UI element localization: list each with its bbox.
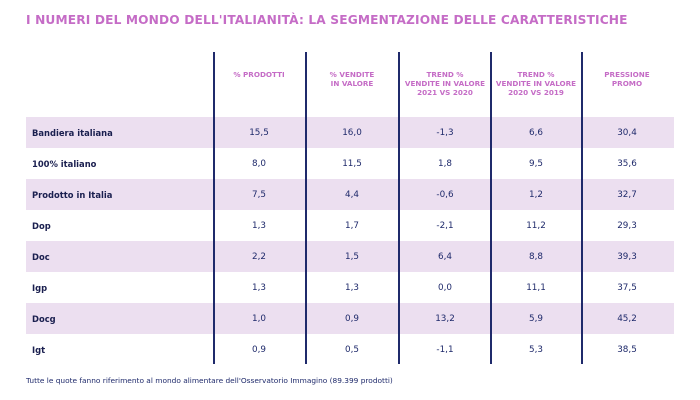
table-cell: 0,9 <box>345 313 359 324</box>
table-cell: 1,5 <box>345 251 359 262</box>
column-header-line: % PRODOTTI <box>233 70 285 79</box>
column-header: % VENDITE IN VALORE <box>308 70 396 102</box>
table-cell: 6,6 <box>529 127 543 138</box>
table-cell: 2,2 <box>252 251 266 262</box>
table-cell: 37,5 <box>617 282 637 293</box>
table-cell: 1,0 <box>252 313 266 324</box>
column-divider <box>398 52 400 364</box>
table-row <box>26 210 674 241</box>
column-header-line: PROMO <box>611 79 643 88</box>
table-cell: 29,3 <box>617 220 637 231</box>
column-header-line: % VENDITE <box>329 70 375 79</box>
table-cell: 1,8 <box>438 158 452 169</box>
table-cell: -1,3 <box>436 127 454 138</box>
table-cell: 8,0 <box>252 158 266 169</box>
table-row <box>26 272 674 303</box>
column-header-line: TREND % <box>517 70 555 79</box>
table-cell: 4,4 <box>345 189 359 200</box>
row-label: Docg <box>32 313 56 324</box>
table-cell: 0,0 <box>438 282 452 293</box>
footnote: Tutte le quote fanno riferimento al mond… <box>26 376 393 385</box>
column-header-line: VENDITE IN VALORE <box>495 79 577 88</box>
table-cell: -2,1 <box>436 220 454 231</box>
row-label: Doc <box>32 251 50 262</box>
table-row <box>26 179 674 210</box>
table-cell: 39,3 <box>617 251 637 262</box>
column-header-line: IN VALORE <box>330 79 374 88</box>
table-cell: 1,3 <box>252 282 266 293</box>
row-label: Bandiera italiana <box>32 127 113 138</box>
table-cell: 11,1 <box>526 282 546 293</box>
column-header-line: PRESSIONE <box>604 70 650 79</box>
column-divider <box>581 52 583 364</box>
table-row <box>26 303 674 334</box>
table-cell: 8,8 <box>529 251 543 262</box>
row-label: Dop <box>32 220 51 231</box>
table-cell: 11,2 <box>526 220 546 231</box>
column-header-line: TREND % <box>426 70 464 79</box>
row-label: Igt <box>32 344 46 355</box>
table-cell: 0,9 <box>252 344 266 355</box>
page-title: I NUMERI DEL MONDO DELL'ITALIANITÀ: LA S… <box>26 13 628 27</box>
column-divider <box>305 52 307 364</box>
column-header-line: 2020 VS 2019 <box>508 88 564 97</box>
table-cell: 32,7 <box>617 189 637 200</box>
table-cell: -1,1 <box>436 344 454 355</box>
table-cell: 7,5 <box>252 189 266 200</box>
table-cell: 5,3 <box>529 344 543 355</box>
table-cell: 1,3 <box>252 220 266 231</box>
table-cell: 38,5 <box>617 344 637 355</box>
column-divider <box>213 52 215 364</box>
row-label: Igp <box>32 282 48 293</box>
table-cell: 0,5 <box>345 344 359 355</box>
column-header-line: 2021 VS 2020 <box>417 88 473 97</box>
table-cell: 6,4 <box>438 251 452 262</box>
table-cell: 11,5 <box>342 158 362 169</box>
table-cell: 35,6 <box>617 158 637 169</box>
table-cell: 15,5 <box>249 127 269 138</box>
column-header: % PRODOTTI <box>215 70 303 102</box>
column-divider <box>490 52 492 364</box>
row-label: Prodotto in Italia <box>32 189 113 200</box>
column-header-line: VENDITE IN VALORE <box>404 79 486 88</box>
table-row <box>26 148 674 179</box>
column-header: TREND % VENDITE IN VALORE 2021 VS 2020 <box>401 70 489 102</box>
table-cell: -0,6 <box>436 189 454 200</box>
table-row <box>26 117 674 148</box>
table-cell: 13,2 <box>435 313 455 324</box>
table-row <box>26 241 674 272</box>
table-cell: 30,4 <box>617 127 637 138</box>
column-header: PRESSIONE PROMO <box>583 70 671 102</box>
table-cell: 1,7 <box>345 220 359 231</box>
table-cell: 1,2 <box>529 189 543 200</box>
column-header: TREND % VENDITE IN VALORE 2020 VS 2019 <box>492 70 580 102</box>
table-cell: 9,5 <box>529 158 543 169</box>
table-cell: 16,0 <box>342 127 362 138</box>
row-label: 100% italiano <box>32 158 97 169</box>
table-cell: 1,3 <box>345 282 359 293</box>
table-cell: 45,2 <box>617 313 637 324</box>
table-cell: 5,9 <box>529 313 543 324</box>
table-row <box>26 334 674 365</box>
